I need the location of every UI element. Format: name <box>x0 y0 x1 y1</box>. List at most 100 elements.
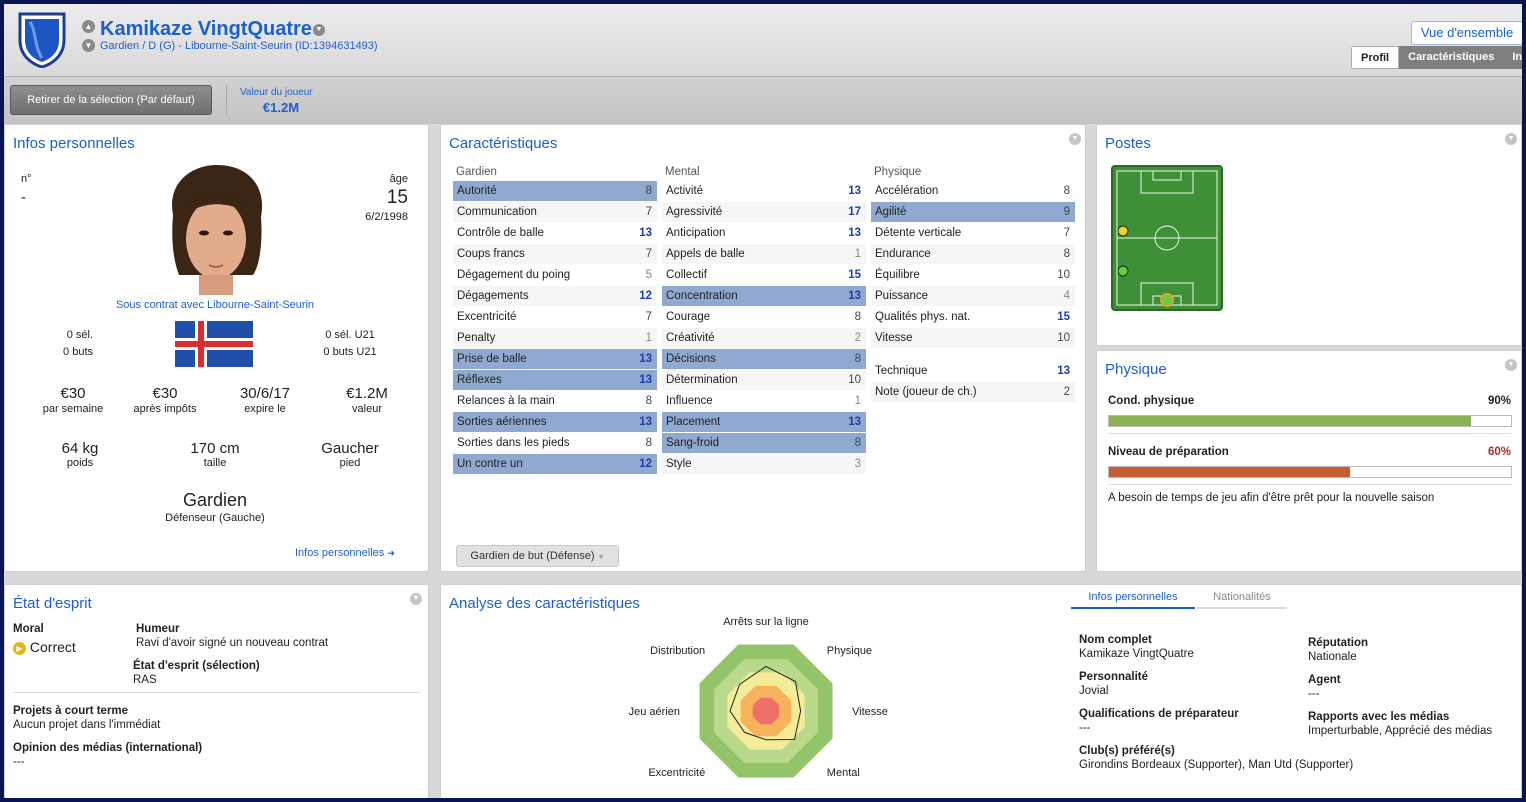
attribute-row[interactable]: Dégagements 12 <box>453 286 657 307</box>
attribute-row[interactable]: Sorties dans les pieds 8 <box>453 433 657 454</box>
column-header: Physique <box>874 166 922 178</box>
attribute-row[interactable]: Agilité 9 <box>871 202 1075 223</box>
attribute-value: 1 <box>645 332 652 344</box>
attribute-row[interactable]: Vitesse 10 <box>871 328 1075 349</box>
action-toolbar: Retirer de la sélection (Par défaut) Val… <box>4 76 1522 124</box>
attribute-value: 15 <box>1057 311 1070 323</box>
attribute-row[interactable]: Sorties aériennes 13 <box>453 412 657 433</box>
attribute-row[interactable]: Équilibre 10 <box>871 265 1075 286</box>
panel-menu-chevron-icon[interactable]: ▼ <box>410 593 422 605</box>
attribute-value: 8 <box>645 395 652 407</box>
radar-axis-label: Arrêts sur la ligne <box>723 616 809 628</box>
attribute-row[interactable]: Activité 13 <box>662 181 866 202</box>
panel-title: État d'esprit <box>13 595 92 612</box>
squad-number-label: n° <box>21 173 32 185</box>
attribute-row[interactable]: Puissance 4 <box>871 286 1075 307</box>
preparation-value: 60% <box>1487 446 1511 458</box>
attribute-value: 8 <box>854 437 861 449</box>
attribute-row[interactable]: Agressivité 17 <box>662 202 866 223</box>
radar-axis-label: Mental <box>827 767 860 779</box>
attribute-row[interactable]: Penalty 1 <box>453 328 657 349</box>
attribute-row[interactable]: Concentration 13 <box>662 286 866 307</box>
attribute-row[interactable]: Style 3 <box>662 454 866 475</box>
attribute-name: Technique <box>875 365 928 377</box>
club-badge-icon <box>18 12 66 68</box>
overview-button[interactable]: Vue d'ensemble <box>1411 21 1522 45</box>
tab-info[interactable]: Info <box>1512 51 1522 63</box>
reputation-value: Nationale <box>1308 651 1357 663</box>
panel-menu-chevron-icon[interactable]: ▼ <box>1505 359 1517 371</box>
contract-expiry: 30/6/17 <box>239 385 291 402</box>
attribute-row[interactable]: Appels de balle 1 <box>662 244 866 265</box>
attribute-row[interactable]: Prise de balle 13 <box>453 349 657 370</box>
attribute-value: 8 <box>1063 185 1070 197</box>
media-opinion-label: Opinion des médias (international) <box>13 742 203 754</box>
analysis-panel: Analyse des caractéristiques Arrêts sur … <box>440 584 1522 798</box>
attribute-name: Détente verticale <box>875 227 962 239</box>
tab-nationalities[interactable]: Nationalités <box>1197 591 1287 609</box>
full-name-value: Kamikaze VingtQuatre <box>1079 648 1194 660</box>
attribute-row[interactable]: Influence 1 <box>662 391 866 412</box>
tab-personal-info[interactable]: Infos personnelles <box>1071 591 1195 609</box>
personal-info-link-label: Infos personnelles <box>295 547 385 559</box>
attribute-row[interactable]: Endurance 8 <box>871 244 1075 265</box>
attribute-row[interactable]: Coups francs 7 <box>453 244 657 265</box>
remove-from-selection-button[interactable]: Retirer de la sélection (Par défaut) <box>10 85 212 115</box>
attribute-row[interactable]: Réflexes 13 <box>453 370 657 391</box>
attribute-row[interactable]: Détente verticale 7 <box>871 223 1075 244</box>
contract-link[interactable]: Sous contrat avec Libourne-Saint-Seurin <box>115 299 315 311</box>
caps: 0 sél. <box>66 329 93 341</box>
condition-bar <box>1108 415 1512 427</box>
attribute-row[interactable]: Placement 13 <box>662 412 866 433</box>
tab-caracteristiques[interactable]: Caractéristiques <box>1408 51 1495 63</box>
attribute-name: Penalty <box>457 332 496 344</box>
attribute-value: 2 <box>1063 386 1070 398</box>
morale-value: Correct <box>29 639 76 655</box>
panel-menu-chevron-icon[interactable]: ▼ <box>1505 133 1517 145</box>
divider <box>1108 433 1512 434</box>
media-handling-value: Imperturbable, Apprécié des médias <box>1308 725 1493 737</box>
dropdown-arrow-icon: ▼ <box>597 554 605 561</box>
attribute-row[interactable]: Courage 8 <box>662 307 866 328</box>
attribute-row[interactable]: Qualités phys. nat. 15 <box>871 307 1075 328</box>
panel-menu-chevron-icon[interactable]: ▼ <box>1069 133 1081 145</box>
attribute-value: 13 <box>639 416 652 428</box>
u21-goals: 0 buts U21 <box>323 346 377 358</box>
attribute-row[interactable]: Collectif 15 <box>662 265 866 286</box>
attribute-row[interactable]: Un contre un 12 <box>453 454 657 475</box>
attribute-value: 12 <box>639 458 652 470</box>
attribute-row[interactable]: Technique 13 <box>871 361 1075 382</box>
attribute-value: 13 <box>639 353 652 365</box>
attribute-name: Excentricité <box>457 311 517 323</box>
personal-info-link[interactable]: Infos personnelles ➜ <box>295 547 395 559</box>
attribute-row[interactable]: Excentricité 7 <box>453 307 657 328</box>
condition-label: Cond. physique <box>1108 395 1195 407</box>
attribute-value: 7 <box>1063 227 1070 239</box>
attribute-row[interactable]: Relances à la main 8 <box>453 391 657 412</box>
attribute-row[interactable]: Autorité 8 <box>453 181 657 202</box>
attribute-row[interactable]: Communication 7 <box>453 202 657 223</box>
attribute-name: Dégagement du poing <box>457 269 571 281</box>
physical-column: Physique Accélération 8 Agilité 9 Détente ve… <box>871 163 1075 403</box>
attribute-name: Décisions <box>666 353 716 365</box>
tab-profil[interactable]: Profil <box>1351 46 1400 69</box>
attribute-row[interactable]: Dégagement du poing 5 <box>453 265 657 286</box>
attribute-row[interactable]: Décisions 8 <box>662 349 866 370</box>
attribute-row[interactable]: Sang-froid 8 <box>662 433 866 454</box>
chevron-down-icon[interactable]: ▼ <box>82 39 95 52</box>
attribute-row[interactable]: Créativité 2 <box>662 328 866 349</box>
attribute-name: Note (joueur de ch.) <box>875 386 977 398</box>
role-dropdown[interactable]: Gardien de but (Défense) ▼ <box>456 545 619 567</box>
player-menu-chevron-icon[interactable]: ▼ <box>313 24 325 36</box>
player-subtitle: Gardien / D (G) - Libourne-Saint-Seurin … <box>100 40 378 52</box>
attribute-row[interactable]: Accélération 8 <box>871 181 1075 202</box>
attribute-row[interactable]: Note (joueur de ch.) 2 <box>871 382 1075 403</box>
attribute-value: 13 <box>848 227 861 239</box>
attribute-name: Style <box>666 458 692 470</box>
attribute-row[interactable]: Contrôle de balle 13 <box>453 223 657 244</box>
attribute-row[interactable]: Détermination 10 <box>662 370 866 391</box>
weekly-wage: €30 <box>60 385 86 402</box>
chevron-up-icon[interactable]: ▲ <box>82 20 95 33</box>
date-of-birth: 6/2/1998 <box>365 211 408 223</box>
attribute-row[interactable]: Anticipation 13 <box>662 223 866 244</box>
